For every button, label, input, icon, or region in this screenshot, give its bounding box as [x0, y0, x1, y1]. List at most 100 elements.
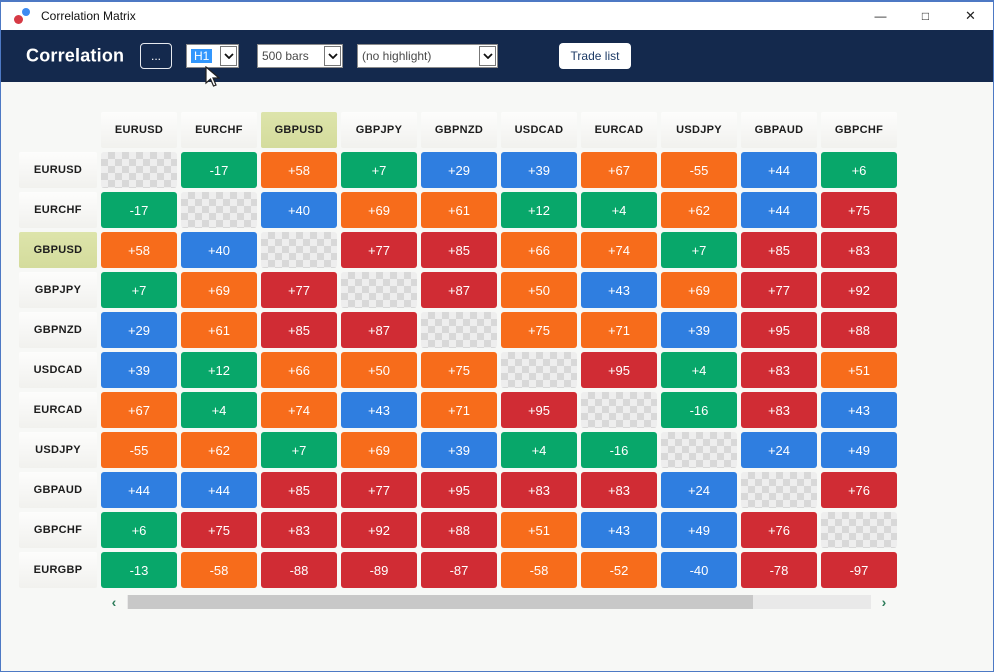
- cell-GBPJPY-GBPCHF[interactable]: +92: [821, 272, 897, 308]
- close-button[interactable]: ✕: [965, 8, 976, 23]
- cell-EURGBP-GBPNZD[interactable]: -87: [421, 552, 497, 588]
- cell-GBPNZD-EURUSD[interactable]: +29: [101, 312, 177, 348]
- cell-EURCAD-EURUSD[interactable]: +67: [101, 392, 177, 428]
- cell-GBPCHF-GBPAUD[interactable]: +76: [741, 512, 817, 548]
- row-header-GBPNZD[interactable]: GBPNZD: [19, 312, 97, 348]
- cell-GBPNZD-EURCAD[interactable]: +71: [581, 312, 657, 348]
- cell-GBPCHF-GBPJPY[interactable]: +92: [341, 512, 417, 548]
- cell-GBPAUD-GBPNZD[interactable]: +95: [421, 472, 497, 508]
- cell-GBPAUD-USDJPY[interactable]: +24: [661, 472, 737, 508]
- scroll-left-button[interactable]: ‹: [111, 594, 117, 610]
- cell-GBPNZD-GBPJPY[interactable]: +87: [341, 312, 417, 348]
- cell-EURCAD-GBPAUD[interactable]: +83: [741, 392, 817, 428]
- cell-EURUSD-GBPAUD[interactable]: +44: [741, 152, 817, 188]
- cell-USDCAD-EURCAD[interactable]: +95: [581, 352, 657, 388]
- cell-GBPNZD-EURCHF[interactable]: +61: [181, 312, 257, 348]
- cell-USDJPY-EURUSD[interactable]: -55: [101, 432, 177, 468]
- cell-EURCHF-EURCAD[interactable]: +4: [581, 192, 657, 228]
- cell-EURCHF-GBPNZD[interactable]: +61: [421, 192, 497, 228]
- maximize-button[interactable]: □: [921, 9, 930, 23]
- timeframe-select[interactable]: H1: [186, 44, 239, 68]
- cell-EURGBP-GBPAUD[interactable]: -78: [741, 552, 817, 588]
- trade-list-button[interactable]: Trade list: [559, 43, 631, 69]
- bars-select[interactable]: 500 bars: [257, 44, 343, 68]
- cell-GBPJPY-EURCAD[interactable]: +43: [581, 272, 657, 308]
- cell-GBPCHF-USDJPY[interactable]: +49: [661, 512, 737, 548]
- cell-USDCAD-GBPCHF[interactable]: +51: [821, 352, 897, 388]
- cell-EURUSD-GBPJPY[interactable]: +7: [341, 152, 417, 188]
- row-header-GBPAUD[interactable]: GBPAUD: [19, 472, 97, 508]
- cell-EURGBP-EURCAD[interactable]: -52: [581, 552, 657, 588]
- column-header-GBPNZD[interactable]: GBPNZD: [421, 112, 497, 148]
- column-header-GBPJPY[interactable]: GBPJPY: [341, 112, 417, 148]
- row-header-EURUSD[interactable]: EURUSD: [19, 152, 97, 188]
- row-header-EURCHF[interactable]: EURCHF: [19, 192, 97, 228]
- cell-USDCAD-GBPUSD[interactable]: +66: [261, 352, 337, 388]
- cell-GBPNZD-GBPAUD[interactable]: +95: [741, 312, 817, 348]
- cell-USDCAD-GBPJPY[interactable]: +50: [341, 352, 417, 388]
- cell-GBPCHF-USDCAD[interactable]: +51: [501, 512, 577, 548]
- scroll-thumb[interactable]: [128, 595, 753, 609]
- cell-USDJPY-EURCHF[interactable]: +62: [181, 432, 257, 468]
- minimize-button[interactable]: —: [874, 9, 887, 23]
- cell-GBPUSD-EURCHF[interactable]: +40: [181, 232, 257, 268]
- cell-GBPJPY-EURUSD[interactable]: +7: [101, 272, 177, 308]
- cell-USDCAD-EURUSD[interactable]: +39: [101, 352, 177, 388]
- cell-EURCHF-GBPCHF[interactable]: +75: [821, 192, 897, 228]
- cell-GBPJPY-GBPAUD[interactable]: +77: [741, 272, 817, 308]
- cell-EURUSD-USDJPY[interactable]: -55: [661, 152, 737, 188]
- cell-GBPCHF-EURUSD[interactable]: +6: [101, 512, 177, 548]
- cell-EURCAD-GBPUSD[interactable]: +74: [261, 392, 337, 428]
- row-header-GBPJPY[interactable]: GBPJPY: [19, 272, 97, 308]
- cell-EURCAD-USDJPY[interactable]: -16: [661, 392, 737, 428]
- scroll-track[interactable]: [127, 595, 871, 609]
- cell-GBPAUD-GBPCHF[interactable]: +76: [821, 472, 897, 508]
- cell-GBPCHF-EURCAD[interactable]: +43: [581, 512, 657, 548]
- cell-USDJPY-USDCAD[interactable]: +4: [501, 432, 577, 468]
- column-header-GBPUSD[interactable]: GBPUSD: [261, 112, 337, 148]
- cell-GBPJPY-GBPNZD[interactable]: +87: [421, 272, 497, 308]
- cell-USDJPY-GBPUSD[interactable]: +7: [261, 432, 337, 468]
- cell-EURGBP-EURCHF[interactable]: -58: [181, 552, 257, 588]
- h-scrollbar[interactable]: ‹ ›: [101, 595, 897, 609]
- cell-EURCAD-GBPJPY[interactable]: +43: [341, 392, 417, 428]
- cell-GBPAUD-GBPJPY[interactable]: +77: [341, 472, 417, 508]
- cell-GBPUSD-USDJPY[interactable]: +7: [661, 232, 737, 268]
- row-header-EURCAD[interactable]: EURCAD: [19, 392, 97, 428]
- cell-GBPJPY-USDJPY[interactable]: +69: [661, 272, 737, 308]
- cell-GBPAUD-GBPUSD[interactable]: +85: [261, 472, 337, 508]
- cell-EURCHF-GBPUSD[interactable]: +40: [261, 192, 337, 228]
- cell-EURUSD-GBPNZD[interactable]: +29: [421, 152, 497, 188]
- cell-GBPUSD-EURUSD[interactable]: +58: [101, 232, 177, 268]
- cell-EURCHF-USDCAD[interactable]: +12: [501, 192, 577, 228]
- cell-EURCHF-GBPJPY[interactable]: +69: [341, 192, 417, 228]
- cell-EURCHF-GBPAUD[interactable]: +44: [741, 192, 817, 228]
- cell-USDJPY-GBPAUD[interactable]: +24: [741, 432, 817, 468]
- cell-GBPCHF-EURCHF[interactable]: +75: [181, 512, 257, 548]
- cell-EURUSD-USDCAD[interactable]: +39: [501, 152, 577, 188]
- cell-EURCAD-USDCAD[interactable]: +95: [501, 392, 577, 428]
- cell-GBPAUD-EURUSD[interactable]: +44: [101, 472, 177, 508]
- cell-GBPUSD-EURCAD[interactable]: +74: [581, 232, 657, 268]
- cell-GBPAUD-EURCAD[interactable]: +83: [581, 472, 657, 508]
- cell-EURGBP-USDJPY[interactable]: -40: [661, 552, 737, 588]
- cell-GBPAUD-USDCAD[interactable]: +83: [501, 472, 577, 508]
- row-header-USDJPY[interactable]: USDJPY: [19, 432, 97, 468]
- highlight-select[interactable]: (no highlight): [357, 44, 498, 68]
- row-header-GBPCHF[interactable]: GBPCHF: [19, 512, 97, 548]
- cell-EURUSD-GBPUSD[interactable]: +58: [261, 152, 337, 188]
- cell-EURUSD-GBPCHF[interactable]: +6: [821, 152, 897, 188]
- cell-GBPCHF-GBPUSD[interactable]: +83: [261, 512, 337, 548]
- cell-GBPNZD-GBPCHF[interactable]: +88: [821, 312, 897, 348]
- cell-GBPNZD-USDCAD[interactable]: +75: [501, 312, 577, 348]
- row-header-GBPUSD[interactable]: GBPUSD: [19, 232, 97, 268]
- cell-EURGBP-USDCAD[interactable]: -58: [501, 552, 577, 588]
- row-header-USDCAD[interactable]: USDCAD: [19, 352, 97, 388]
- column-header-USDCAD[interactable]: USDCAD: [501, 112, 577, 148]
- column-header-GBPCHF[interactable]: GBPCHF: [821, 112, 897, 148]
- menu-button[interactable]: ...: [140, 43, 172, 69]
- cell-GBPNZD-GBPUSD[interactable]: +85: [261, 312, 337, 348]
- cell-EURUSD-EURCHF[interactable]: -17: [181, 152, 257, 188]
- cell-GBPJPY-GBPUSD[interactable]: +77: [261, 272, 337, 308]
- cell-USDCAD-GBPNZD[interactable]: +75: [421, 352, 497, 388]
